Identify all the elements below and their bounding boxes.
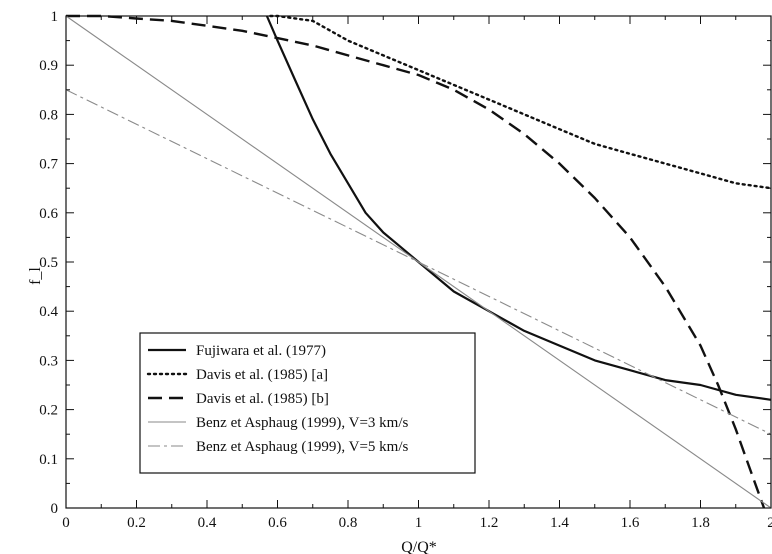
y-tick-label: 0.1 [39, 452, 58, 468]
y-tick-label: 0.4 [39, 304, 58, 320]
y-tick-label: 0.6 [39, 206, 58, 222]
series-line-3 [66, 14, 766, 509]
y-axis-label: f_l [27, 267, 44, 285]
y-tick-label: 0.5 [39, 255, 58, 271]
y-tick-label: 0.3 [39, 353, 58, 369]
series-line-2 [269, 14, 772, 190]
legend-box [139, 332, 476, 474]
x-tick-label: 1.4 [550, 515, 569, 531]
x-tick-label: 1.8 [691, 515, 710, 531]
x-tick-label: 1.2 [480, 515, 499, 531]
x-tick-label: 0 [62, 515, 70, 531]
x-axis-label: Q/Q* [401, 539, 437, 554]
x-tick-label: 1.6 [621, 515, 640, 531]
legend-label-4: Benz et Asphaug (1999), V=3 km/s [196, 415, 408, 431]
y-tick-label: 1 [51, 9, 59, 25]
x-tick-label: 0.4 [198, 515, 217, 531]
x-tick-label: 1 [415, 515, 423, 531]
y-tick-label: 0.9 [39, 58, 58, 74]
x-tick-label: 2 [767, 515, 772, 531]
legend: Fujiwara et al. (1977) Davis et al. (1985… [139, 332, 476, 474]
legend-label-1: Fujiwara et al. (1977) [196, 343, 326, 359]
series-line-1 [265, 15, 772, 401]
series-line-5 [65, 89, 772, 435]
y-tick-label: 0.2 [39, 403, 58, 419]
x-tick-label: 0.6 [268, 515, 287, 531]
y-tick-label: 0.8 [39, 107, 58, 123]
y-tick-label: 0 [51, 501, 59, 517]
series-layer [65, 14, 772, 509]
x-tick-label: 0.8 [339, 515, 358, 531]
legend-label-5: Benz et Asphaug (1999), V=5 km/s [196, 439, 408, 455]
legend-label-3: Davis et al. (1985) [b] [196, 391, 329, 407]
legend-label-2: Davis et al. (1985) [a] [196, 367, 328, 383]
x-tick-label: 0.2 [127, 515, 146, 531]
ticks-layer: 0 0.2 0.4 0.6 0.8 1 1.2 1.4 1.6 1.8 2 0 0.1 0.2 0.3 0.4… [39, 9, 772, 531]
y-tick-label: 0.7 [39, 157, 58, 173]
